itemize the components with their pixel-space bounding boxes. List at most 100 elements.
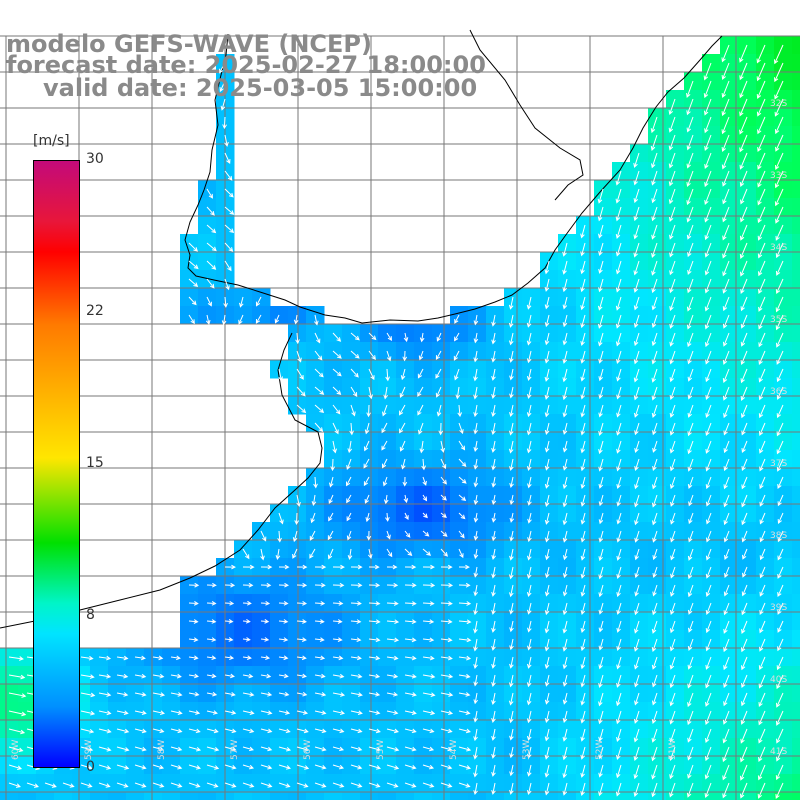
wind-arrow [704,746,712,762]
wind-arrow [260,548,265,561]
wind-arrow [206,188,213,199]
wind-arrow [509,458,514,472]
wind-arrow [634,476,640,490]
wind-cell [792,630,800,649]
wind-cell [126,792,145,800]
wind-arrow [757,152,766,170]
wind-arrow [544,512,550,525]
wind-arrow [651,152,658,169]
wind-arrow [687,638,694,652]
wind-arrow [458,476,467,484]
wind-arrow [739,80,748,99]
wind-arrow [705,638,712,652]
wind-arrow [705,386,712,400]
wind-arrow [652,566,658,578]
wind-arrow [580,368,586,382]
wind-arrow [491,512,497,523]
wind-arrow [383,386,388,400]
wind-arrow [633,188,640,204]
wind-arrow [544,386,550,400]
wind-arrow [260,564,273,570]
wind-arrow [242,746,254,752]
wind-arrow [314,764,327,770]
wind-arrow [422,530,430,537]
wind-arrow [757,764,766,781]
wind-arrow [296,782,309,788]
wind-arrow [759,512,766,525]
wind-arrow [314,404,325,414]
wind-cell [144,792,163,800]
wind-arrow [544,404,550,418]
wind-cell [792,540,800,559]
wind-arrow [705,422,712,437]
lon-label: 55W [376,740,386,760]
wind-arrow [580,710,586,724]
wind-arrow [562,638,568,652]
wind-cell [792,504,800,523]
wind-arrow [758,278,766,295]
wind-arrow [332,350,342,359]
wind-arrow [508,710,514,724]
wind-arrow [721,152,730,170]
wind-arrow [651,656,658,670]
wind-arrow [526,782,532,796]
wind-arrow [224,278,230,291]
wind-arrow [116,782,129,788]
wind-arrow [741,548,748,560]
wind-arrow [440,782,453,788]
coastline-south [0,332,323,629]
wind-cell [738,792,757,800]
wind-cell [666,792,685,800]
wind-arrow [404,746,417,752]
wind-arrow [633,152,640,168]
wind-arrow [509,386,514,399]
wind-arrow [98,746,112,752]
wind-arrow [328,476,334,488]
wind-arrow [598,602,604,615]
wind-arrow [491,530,497,542]
wind-arrow [562,512,568,526]
wind-arrow [330,458,336,472]
wind-arrow [670,530,676,543]
wind-arrow [633,710,640,724]
wind-arrow [314,655,326,661]
wind-arrow [652,458,658,471]
wind-arrow [723,476,730,490]
wind-arrow [580,674,586,688]
wind-arrow [580,782,586,797]
wind-arrow [206,655,217,661]
wind-arrow [152,710,165,716]
wind-arrow [740,386,748,401]
wind-arrow [458,692,471,697]
wind-arrow [404,782,417,788]
wind-arrow [740,710,748,725]
wind-arrow [739,152,748,170]
wind-cell [342,792,361,800]
wind-arrow [633,350,640,365]
wind-arrow [669,656,676,670]
wind-arrow [634,494,640,508]
wind-arrow [580,746,586,760]
wind-arrow [368,601,381,606]
wind-arrow [491,314,496,327]
wind-arrow [634,512,640,526]
wind-arrow [759,566,766,579]
wind-arrow [739,44,748,63]
wind-arrow [703,98,712,116]
wind-arrow [350,619,362,624]
wind-arrow [705,674,712,689]
wind-arrow [651,692,658,706]
wind-arrow [527,476,532,489]
wind-arrow [224,619,234,624]
wind-arrow [633,764,640,780]
wind-arrow [704,152,712,170]
wind-arrow [756,80,766,99]
wind-arrow [670,512,676,525]
wind-arrow [242,655,252,660]
wind-arrow [368,332,377,341]
wind-cell [792,270,800,289]
wind-arrow [598,710,604,725]
wind-arrow [188,600,199,606]
wind-arrow [687,278,694,294]
wind-arrow [314,386,325,395]
